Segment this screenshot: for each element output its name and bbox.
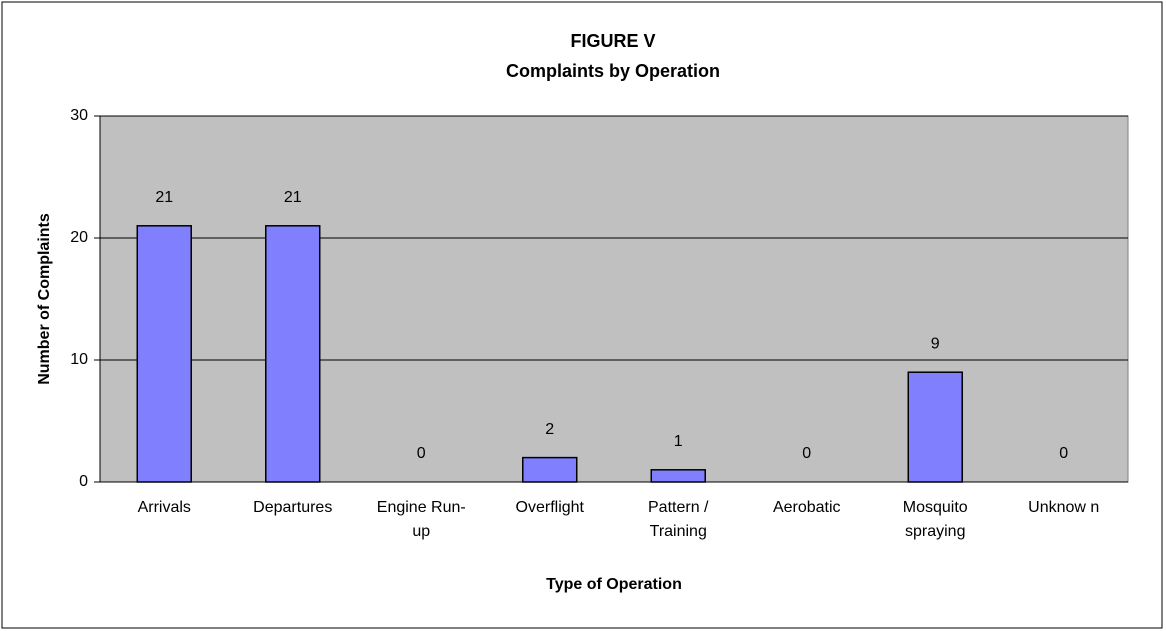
x-tick-label: Mosquito spraying bbox=[903, 499, 968, 540]
data-label: 9 bbox=[931, 335, 940, 352]
x-tick-label: Engine Run-up bbox=[377, 499, 466, 540]
y-tick-label: 10 bbox=[70, 351, 88, 368]
data-label: 1 bbox=[674, 433, 683, 450]
data-label: 2 bbox=[545, 421, 554, 438]
bar bbox=[650, 469, 706, 483]
data-label: 0 bbox=[417, 445, 426, 462]
y-tick-label: 20 bbox=[70, 229, 88, 246]
x-tick-label: Aerobatic bbox=[773, 499, 841, 516]
x-tick-label: Arrivals bbox=[138, 499, 191, 516]
y-axis-label: Number of Complaints bbox=[36, 213, 53, 385]
x-tick-label: Departures bbox=[253, 499, 332, 516]
bar bbox=[265, 225, 321, 483]
bar bbox=[522, 456, 578, 483]
chart-title: FIGURE V bbox=[570, 31, 655, 51]
x-tick-label: Unknow n bbox=[1028, 499, 1099, 516]
bar bbox=[907, 371, 963, 483]
data-label: 21 bbox=[155, 189, 173, 206]
chart-subtitle: Complaints by Operation bbox=[506, 61, 720, 81]
plot-area bbox=[99, 115, 1129, 483]
x-tick-label: Overflight bbox=[516, 499, 585, 516]
bar bbox=[136, 225, 192, 483]
data-label: 0 bbox=[802, 445, 811, 462]
x-axis-label: Type of Operation bbox=[546, 576, 682, 593]
y-tick-label: 30 bbox=[70, 107, 88, 124]
y-tick-label: 0 bbox=[79, 473, 88, 490]
x-tick-label: Pattern / Training bbox=[648, 499, 709, 540]
data-label: 0 bbox=[1059, 445, 1068, 462]
data-label: 21 bbox=[284, 189, 302, 206]
